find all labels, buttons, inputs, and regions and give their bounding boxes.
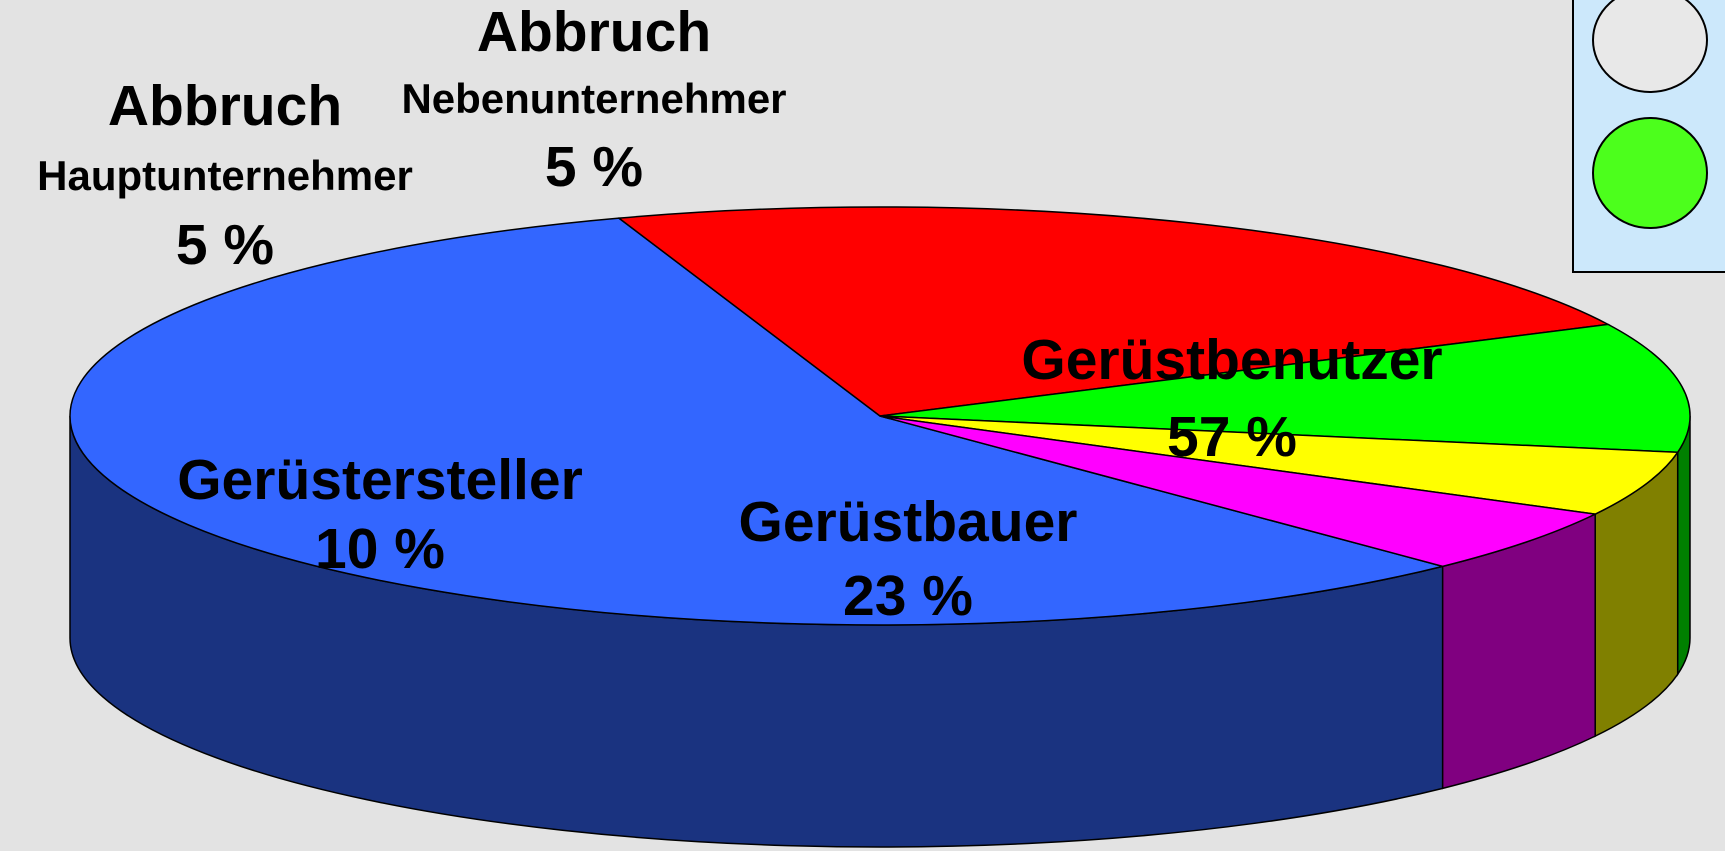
pie-slice: [879, 323, 1691, 454]
category-label: Abbruch: [477, 0, 711, 64]
pie-slice: [879, 415, 1680, 515]
category-label: Abbruch: [108, 74, 342, 138]
pie-side: [1676, 415, 1691, 677]
value-label: 23 %: [843, 564, 973, 628]
category-label: Nebenunternehmer: [401, 75, 786, 122]
value-label: 10 %: [315, 517, 445, 581]
category-label: Hauptunternehmer: [37, 152, 413, 199]
light-off: [1592, 0, 1708, 93]
pie-tops: [69, 206, 1691, 626]
value-label: 57 %: [1167, 405, 1297, 469]
category-label: Gerüstersteller: [177, 448, 583, 512]
pie-slice: [879, 415, 1598, 568]
category-label: Gerüstbenutzer: [1021, 328, 1442, 392]
value-label: 5 %: [176, 213, 274, 277]
category-label: Gerüstbauer: [739, 490, 1078, 554]
traffic-light: [1572, 0, 1725, 273]
labels: Gerüstbenutzer 57 % Gerüstbauer 23 % Gerüste…: [37, 0, 1442, 628]
pie-sides: [69, 415, 1691, 848]
pie-slice: [69, 217, 1443, 626]
pie-slice: [616, 206, 1611, 417]
value-label: 5 %: [545, 135, 643, 199]
light-green: [1592, 117, 1708, 229]
